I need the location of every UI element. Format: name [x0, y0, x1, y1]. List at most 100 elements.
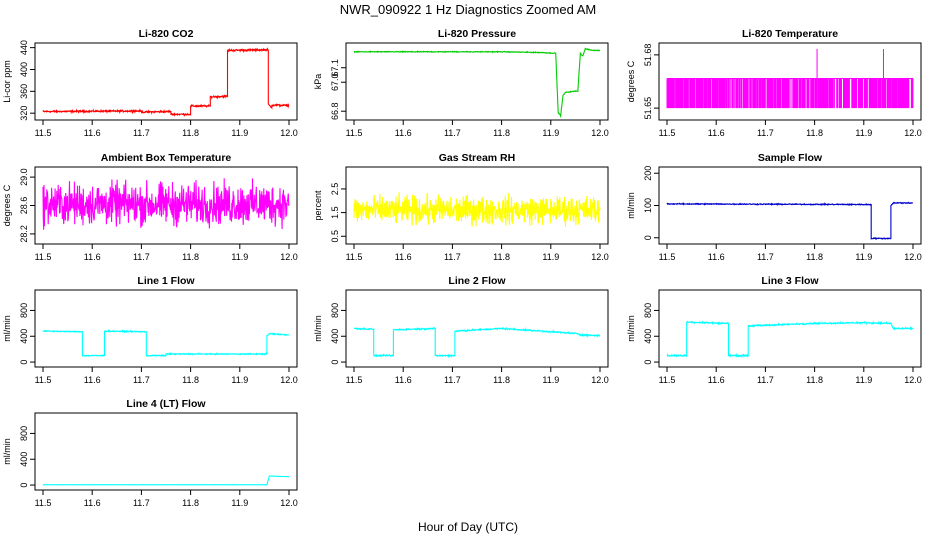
- y-tick-label: 400: [19, 62, 29, 77]
- x-tick-label: 11.8: [182, 128, 199, 138]
- series-line: [666, 201, 914, 240]
- y-tick-label: 200: [643, 166, 653, 181]
- y-tick-label: 800: [643, 303, 653, 318]
- y-tick-label: 0: [19, 360, 29, 365]
- x-tick-label: 11.7: [444, 128, 461, 138]
- x-tick-label: 11.5: [35, 252, 52, 262]
- x-tick-label: 11.8: [806, 128, 823, 138]
- plot-frame: [34, 412, 298, 491]
- chart-panel: Line 4 (LT) Flow 11.5 11.6 11.7 11.8 11.9 12.0…: [2, 398, 298, 508]
- series-line: [42, 47, 290, 117]
- x-tick-label: 11.9: [542, 375, 559, 385]
- x-tick-label: 11.7: [757, 128, 774, 138]
- x-tick-label: 11.8: [493, 375, 510, 385]
- plot-frame: [345, 42, 609, 121]
- y-tick-label: 440: [19, 40, 29, 55]
- y-axis-label: ml/min: [626, 315, 636, 342]
- x-tick-label: 12.0: [591, 128, 609, 138]
- plot-frame: [658, 289, 922, 368]
- plot-frame: [345, 166, 609, 245]
- x-tick-label: 12.0: [591, 375, 609, 385]
- x-tick-label: 11.5: [659, 128, 676, 138]
- x-tick-label: 11.9: [231, 375, 248, 385]
- chart-panel: Line 2 Flow 11.5 11.6 11.7 11.8 11.9 12.0 0 400 8…: [313, 275, 609, 385]
- x-tick-label: 11.9: [542, 252, 559, 262]
- y-axis-label: degrees C: [626, 60, 636, 102]
- x-tick-label: 11.7: [444, 252, 461, 262]
- y-tick-label: 28.2: [19, 225, 29, 243]
- x-tick-label: 11.5: [659, 252, 676, 262]
- y-tick-label: 320: [19, 106, 29, 121]
- x-tick-label: 11.6: [84, 498, 101, 508]
- x-tick-label: 11.6: [395, 252, 412, 262]
- y-axis-label: ml/min: [2, 438, 12, 465]
- y-tick-label: 66.8: [330, 102, 340, 120]
- x-tick-label: 11.9: [542, 128, 559, 138]
- x-tick-label: 11.7: [133, 375, 150, 385]
- x-tick-label: 11.6: [395, 128, 412, 138]
- y-axis-label: ml/min: [2, 315, 12, 342]
- x-tick-label: 11.5: [346, 252, 363, 262]
- x-tick-label: 11.6: [708, 375, 725, 385]
- series-line: [42, 178, 290, 230]
- series-line: [353, 326, 601, 359]
- y-tick-label: 100: [643, 198, 653, 213]
- panel-title: Gas Stream RH: [439, 152, 515, 164]
- x-tick-label: 11.9: [231, 498, 248, 508]
- y-tick-label: 28.6: [19, 197, 29, 215]
- x-tick-label: 11.5: [35, 375, 52, 385]
- x-tick-label: 11.8: [806, 252, 823, 262]
- panel-title: Ambient Box Temperature: [101, 152, 232, 164]
- x-tick-label: 11.6: [84, 128, 101, 138]
- chart-panel: Sample Flow 11.5 11.6 11.7 11.8 11.9 12.0 0 100 2…: [626, 152, 922, 262]
- y-tick-label: 29.0: [19, 168, 29, 186]
- plot-frame: [34, 289, 298, 368]
- y-tick-label: 800: [19, 303, 29, 318]
- x-tick-label: 11.9: [855, 128, 872, 138]
- y-axis-label: Li-cor ppm: [2, 60, 12, 103]
- y-tick-label: 800: [330, 303, 340, 318]
- y-tick-label: 1.5: [330, 206, 340, 219]
- y-tick-label: 51.65: [643, 97, 653, 120]
- y-tick-label: 800: [19, 426, 29, 441]
- plot-frame: [658, 42, 922, 121]
- series-line: [666, 320, 914, 358]
- chart-panel: Line 3 Flow 11.5 11.6 11.7 11.8 11.9 12.0 0 400 8…: [626, 275, 922, 385]
- panel-title: Line 3 Flow: [761, 275, 819, 287]
- x-tick-label: 11.5: [35, 128, 52, 138]
- y-tick-label: 400: [19, 329, 29, 344]
- x-tick-label: 11.7: [133, 128, 150, 138]
- chart-panel: Gas Stream RH 11.5 11.6 11.7 11.8 11.9 12.0 0.5…: [313, 152, 609, 262]
- x-tick-label: 11.6: [708, 128, 725, 138]
- chart-panel: Line 1 Flow 11.5 11.6 11.7 11.8 11.9 12.0 0 400 8…: [2, 275, 298, 385]
- y-axis-label: ml/min: [313, 315, 323, 342]
- y-tick-label: 0.5: [330, 230, 340, 243]
- x-tick-label: 12.0: [904, 252, 922, 262]
- y-axis-label: ml/min: [626, 192, 636, 219]
- y-tick-label: 0: [330, 360, 340, 365]
- y-tick-label: 0: [19, 483, 29, 488]
- chart-panel: Li-820 Temperature 11.5 11.6 11.7 11.8 11.9 12…: [626, 28, 922, 138]
- x-tick-label: 11.9: [855, 375, 872, 385]
- x-tick-label: 11.8: [493, 128, 510, 138]
- figure-title: NWR_090922 1 Hz Diagnostics Zoomed AM: [340, 2, 597, 17]
- x-tick-label: 11.5: [346, 128, 363, 138]
- x-tick-label: 12.0: [904, 128, 922, 138]
- x-tick-label: 11.8: [182, 375, 199, 385]
- panel-title: Sample Flow: [758, 152, 823, 164]
- x-axis-title: Hour of Day (UTC): [418, 520, 518, 534]
- panel-title: Li-820 Pressure: [438, 28, 516, 40]
- x-tick-label: 11.6: [84, 375, 101, 385]
- x-tick-label: 12.0: [280, 252, 298, 262]
- x-tick-label: 12.0: [280, 375, 298, 385]
- x-tick-label: 11.8: [182, 252, 199, 262]
- plot-frame: [34, 42, 298, 121]
- chart-panel: Ambient Box Temperature 11.5 11.6 11.7 11.8 1…: [2, 152, 298, 262]
- x-tick-label: 11.8: [493, 252, 510, 262]
- y-axis-label: degrees C: [2, 184, 12, 226]
- x-tick-label: 11.7: [133, 252, 150, 262]
- y-tick-label: 67.1: [330, 59, 340, 77]
- x-tick-label: 11.7: [133, 498, 150, 508]
- x-tick-label: 11.6: [708, 252, 725, 262]
